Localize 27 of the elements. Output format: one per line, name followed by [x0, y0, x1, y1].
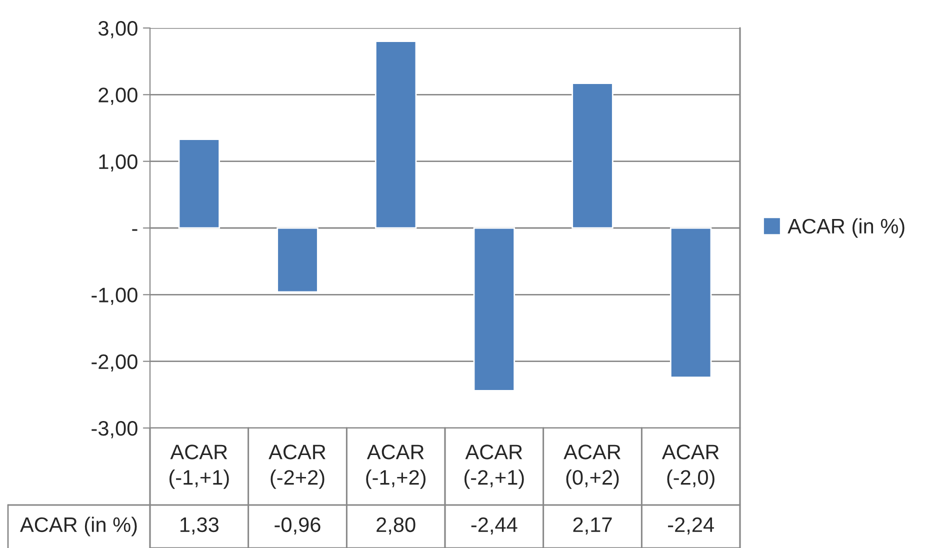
data-label: 1,33 — [180, 517, 219, 535]
bar — [178, 138, 220, 229]
bar — [374, 40, 417, 229]
x-tick-label: ACAR (-2,+1) — [464, 444, 524, 489]
bar — [473, 227, 516, 392]
data-label: 2,80 — [376, 517, 416, 535]
data-label: 2,17 — [573, 517, 612, 535]
x-tick-label: ACAR (-1,+2) — [366, 444, 426, 489]
x-tick-label: ACAR (-1,+1) — [169, 444, 229, 489]
x-tick-label: ACAR (-2+2) — [268, 444, 326, 489]
text: ACAR (in %) — [20, 516, 137, 536]
y-tick-label: 3,00 — [98, 21, 138, 38]
y-tick-label: 2,00 — [98, 88, 138, 105]
bar — [572, 82, 614, 229]
y-tick-label: -2,00 — [92, 354, 138, 372]
y-tick-label: 1,00 — [99, 154, 138, 172]
y-tick-label: -3,00 — [92, 421, 138, 438]
bar — [276, 227, 318, 293]
data-label: -0,96 — [274, 517, 320, 535]
x-tick-label: ACAR (0,+2) — [564, 444, 620, 489]
y-tick-label: -1,00 — [92, 288, 138, 305]
data-label: -2,24 — [668, 517, 714, 535]
bar — [670, 227, 712, 378]
x-tick-label: ACAR (-2,0) — [662, 444, 719, 489]
legend-label: ACAR (in %) — [788, 218, 904, 238]
y-tick-label: - — [132, 229, 138, 231]
data-label: -2,44 — [471, 517, 518, 535]
